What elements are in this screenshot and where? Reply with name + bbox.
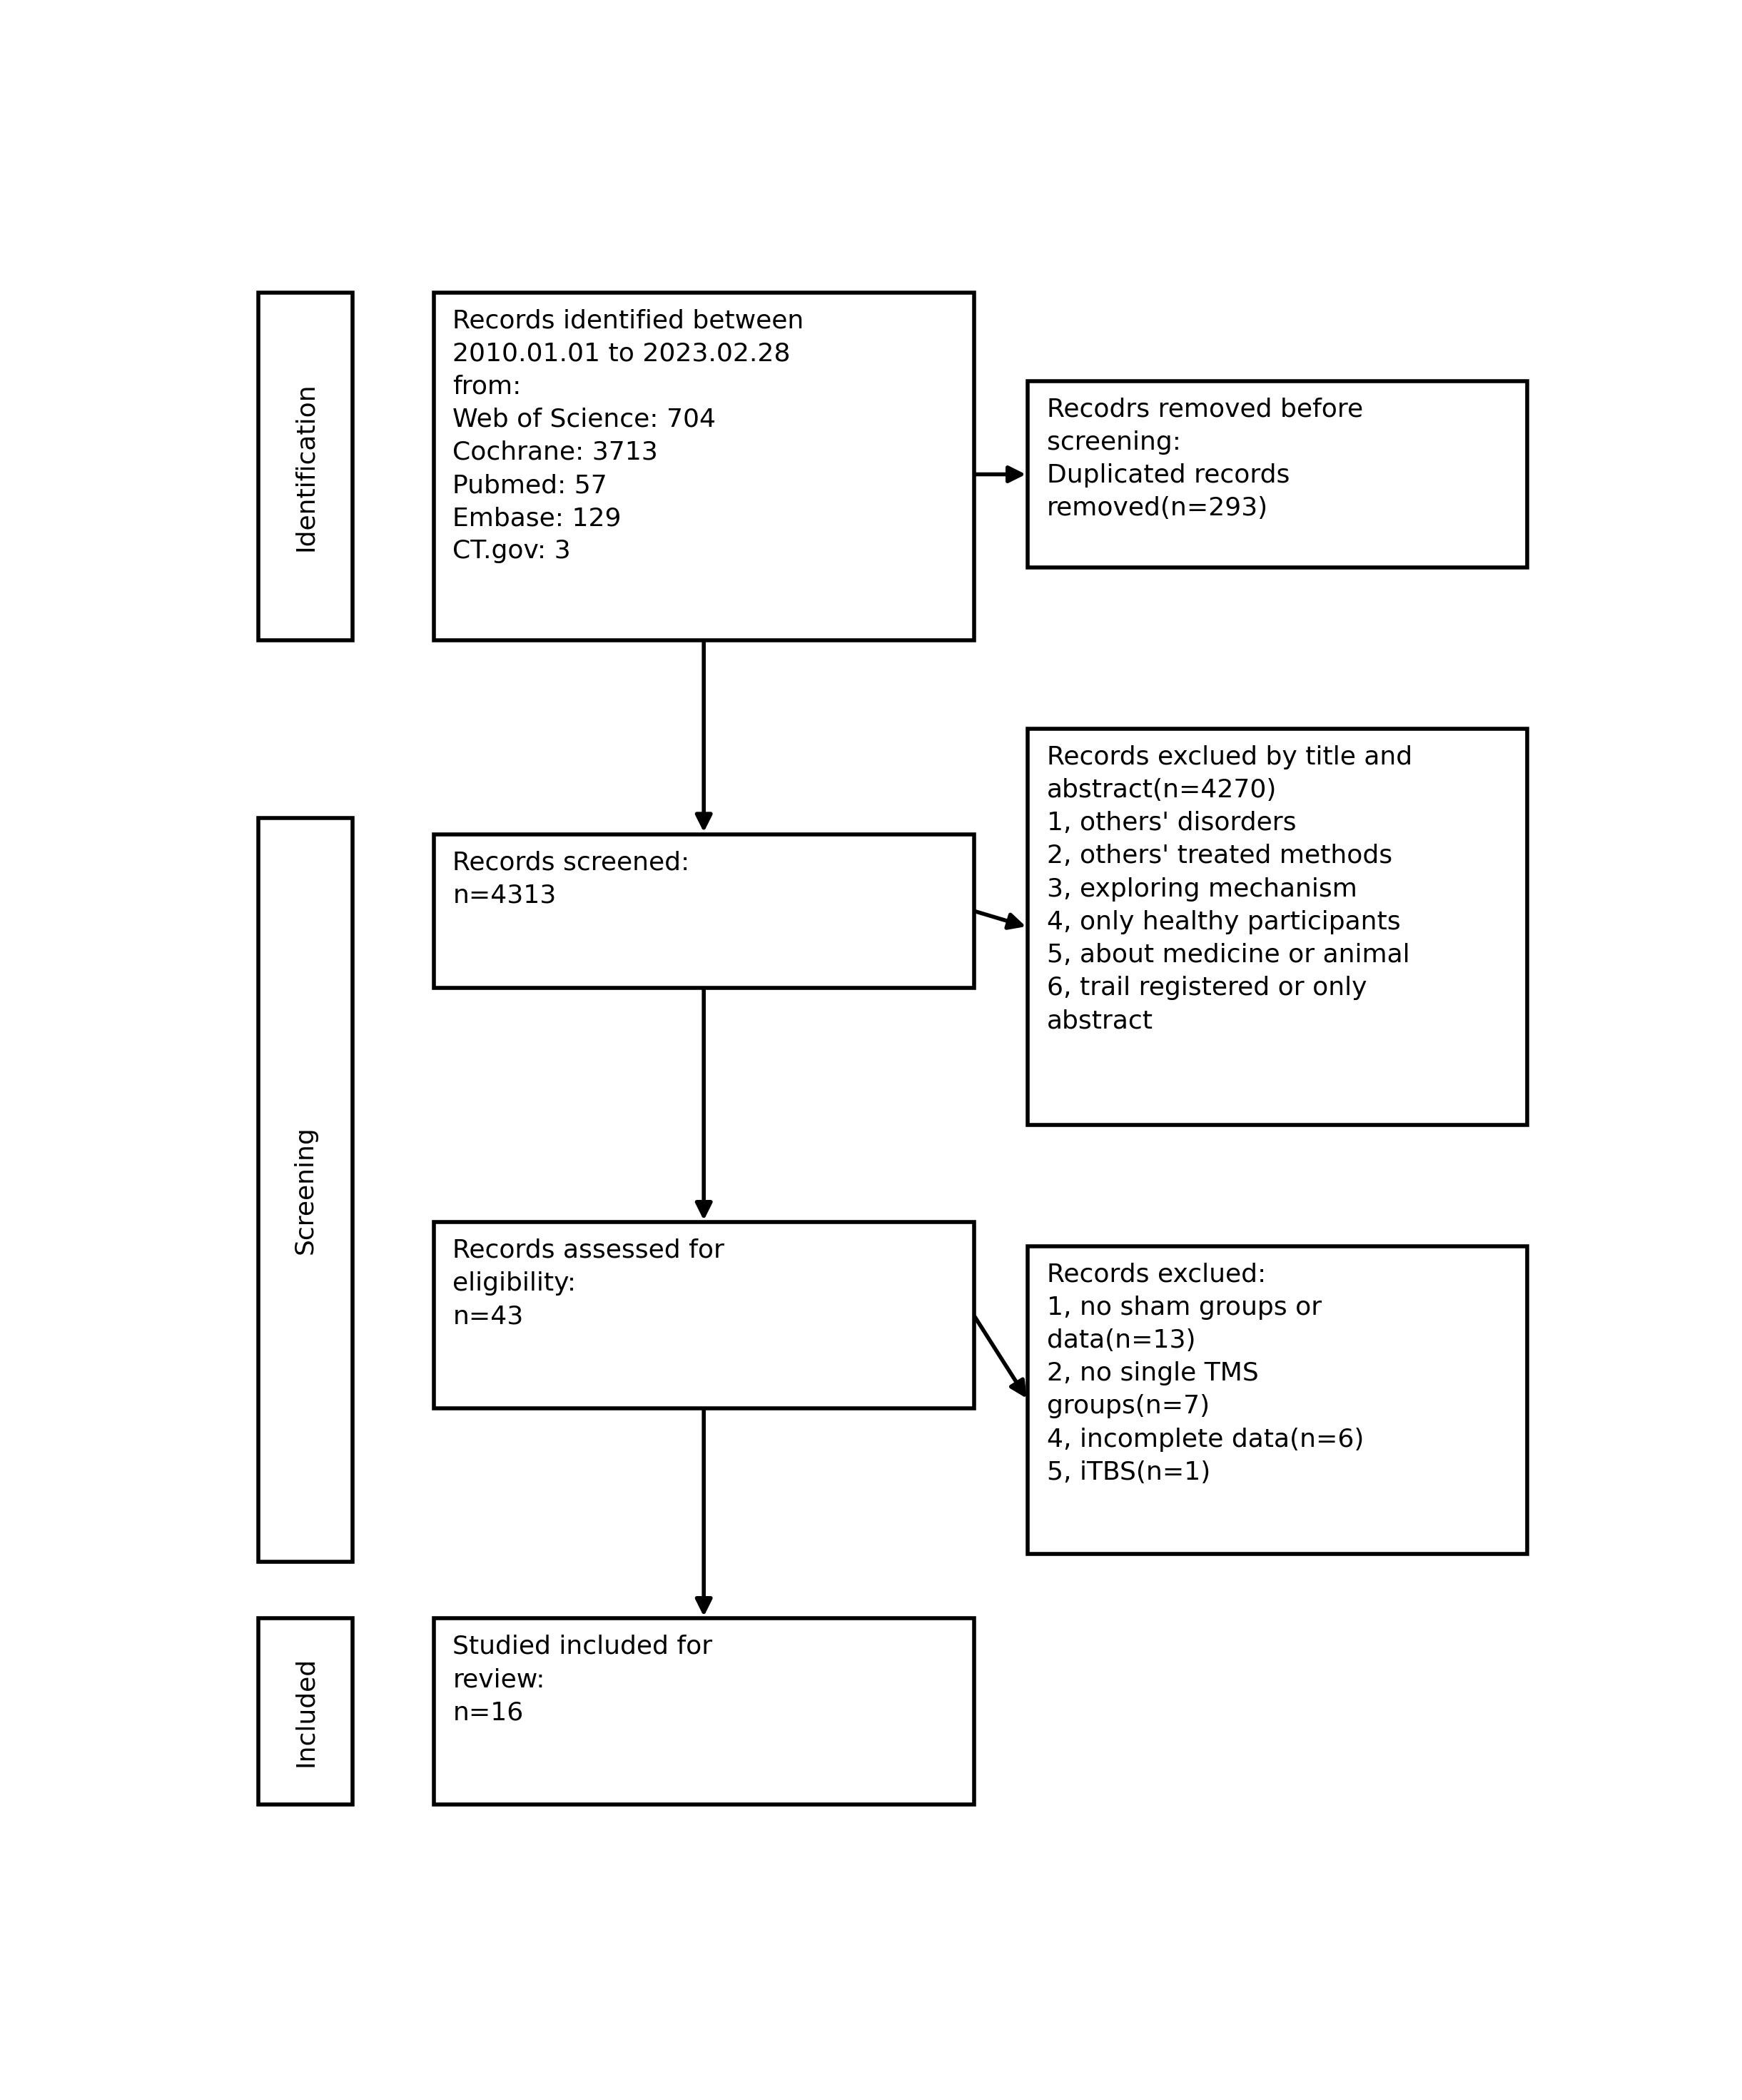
Bar bbox=[434, 1619, 974, 1804]
Bar bbox=[258, 817, 352, 1562]
Bar bbox=[434, 1222, 974, 1409]
Text: Identification: Identification bbox=[293, 382, 317, 550]
Bar bbox=[434, 292, 974, 640]
Bar bbox=[1028, 729, 1528, 1126]
Text: Records identified between
2010.01.01 to 2023.02.28
from:
Web of Science: 704
Co: Records identified between 2010.01.01 to… bbox=[453, 309, 805, 563]
Text: Records exclued:
1, no sham groups or
data(n=13)
2, no single TMS
groups(n=7)
4,: Records exclued: 1, no sham groups or da… bbox=[1047, 1262, 1364, 1485]
Bar bbox=[258, 292, 352, 640]
Bar bbox=[258, 1619, 352, 1804]
Text: Recodrs removed before
screening:
Duplicated records
removed(n=293): Recodrs removed before screening: Duplic… bbox=[1047, 397, 1362, 521]
Text: Records screened:
n=4313: Records screened: n=4313 bbox=[453, 850, 690, 907]
Bar bbox=[1028, 382, 1528, 567]
Text: Records assessed for
eligibility:
n=43: Records assessed for eligibility: n=43 bbox=[453, 1239, 725, 1329]
Text: Studied included for
review:
n=16: Studied included for review: n=16 bbox=[453, 1634, 712, 1724]
Text: Records exclued by title and
abstract(n=4270)
1, others' disorders
2, others' tr: Records exclued by title and abstract(n=… bbox=[1047, 745, 1413, 1033]
Text: Included: Included bbox=[293, 1657, 317, 1766]
Bar bbox=[1028, 1247, 1528, 1554]
Text: Screening: Screening bbox=[293, 1126, 317, 1254]
Bar bbox=[434, 834, 974, 987]
